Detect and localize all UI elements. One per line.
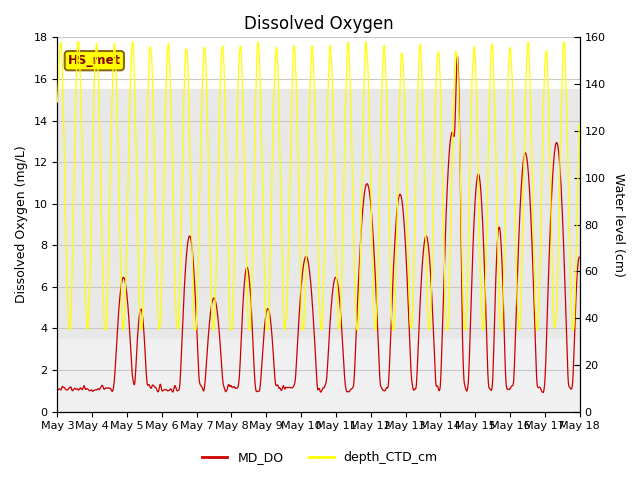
Title: Dissolved Oxygen: Dissolved Oxygen [244, 15, 394, 33]
Bar [58, 89, 580, 339]
Y-axis label: Dissolved Oxygen (mg/L): Dissolved Oxygen (mg/L) [15, 145, 28, 303]
Text: HS_met: HS_met [68, 54, 121, 67]
Bar [58, 339, 580, 412]
Y-axis label: Water level (cm): Water level (cm) [612, 173, 625, 276]
Legend: MD_DO, depth_CTD_cm: MD_DO, depth_CTD_cm [197, 446, 443, 469]
